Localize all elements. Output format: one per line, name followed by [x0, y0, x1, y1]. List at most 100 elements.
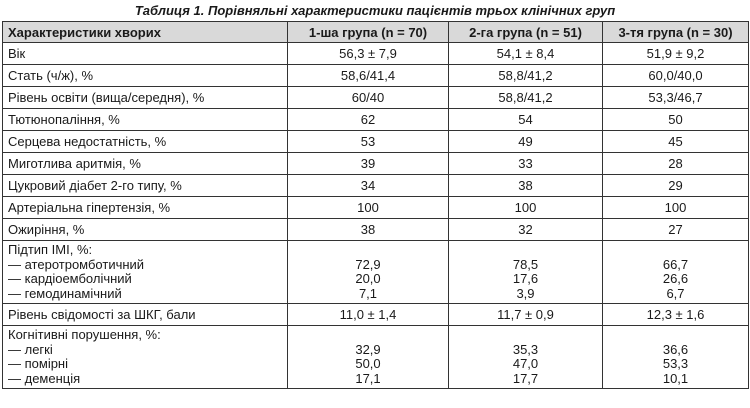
group-3-cell: 27: [602, 218, 749, 241]
table-title: Таблиця 1. Порівняльні характеристики па…: [134, 3, 616, 18]
group-3-cell: 29: [602, 174, 749, 197]
cell-value: 49: [518, 134, 533, 149]
row-label-cell: Рівень свідомості за ШКГ, бали: [2, 303, 288, 326]
row-label: — атеротромботичний: [8, 256, 145, 272]
row-label: — легкі: [8, 341, 53, 357]
group-2-cell: 100: [448, 196, 603, 219]
cell-value: 54: [518, 112, 533, 127]
group-1-cell: 34: [287, 174, 449, 197]
row-label: — деменція: [8, 370, 81, 386]
cell-value: 11,7 ± 0,9: [497, 307, 554, 322]
cell-value: 38: [360, 222, 376, 237]
group-2-cell: 58,8/41,2: [448, 86, 603, 109]
row-label: Підтип ІМІ, %:: [8, 242, 93, 257]
cell-value: 78,5: [512, 256, 539, 272]
cell-value: ​: [293, 328, 443, 343]
row-label-cell: Вік: [2, 42, 288, 65]
row-label: Миготлива аритмія, %: [8, 156, 141, 171]
cell-value: 62: [360, 112, 376, 127]
group-2-cell: 11,7 ± 0,9: [448, 303, 603, 326]
row-label: — гемодинамічний: [8, 285, 122, 301]
group-3-cell: 53,3/46,7: [602, 86, 749, 109]
table-row: Когнітивні порушення, %: — легкі — помірні…: [2, 325, 749, 389]
row-label: Вік: [8, 46, 26, 61]
row-label: Когнітивні порушення, %:: [8, 327, 161, 342]
row-label-cell: Серцева недостатність, %: [2, 130, 288, 153]
cell-value: ​: [454, 243, 597, 258]
group-1-cell: 62: [287, 108, 449, 131]
group-2-cell: 54: [448, 108, 603, 131]
table-row: Підтип ІМІ, %: — атеротромботичний — карді…: [2, 240, 749, 304]
cell-value: 50: [668, 112, 683, 127]
group-2-cell: 58,8/41,2: [448, 64, 603, 87]
row-label-cell: Артеріальна гіпертензія, %: [2, 196, 288, 219]
row-label-cell: Стать (ч/ж), %: [2, 64, 288, 87]
group-1-cell: 58,6/41,4: [287, 64, 449, 87]
header-group-1: 1-ша група (n = 70): [287, 21, 449, 43]
group-2-cell: 32: [448, 218, 603, 241]
group-1-cell: 38: [287, 218, 449, 241]
row-label-cell: Рівень освіти (вища/середня), %: [2, 86, 288, 109]
cell-value: 20,0: [355, 271, 381, 286]
group-1-cell: 60/40: [287, 86, 449, 109]
cell-value: 58,6/41,4: [340, 68, 396, 83]
cell-value: 60/40: [351, 90, 385, 105]
cell-value: 27: [668, 222, 683, 237]
cell-value: 36,6: [662, 341, 689, 357]
table-row: Вік 56,3 ± 7,9 54,1 ± 8,4 51,9 ± 9,2: [2, 42, 749, 65]
header-group-2: 2-га група (n = 51): [448, 21, 603, 43]
comparison-table: Характеристики хворих 1-ша група (n = 70…: [2, 21, 749, 389]
group-3-cell: 60,0/40,0: [602, 64, 749, 87]
cell-value: 12,3 ± 1,6: [646, 307, 705, 322]
group-3-cell: ​36,653,310,1: [602, 325, 749, 389]
table-row: Артеріальна гіпертензія, % 100 100 100: [2, 196, 749, 219]
group-1-cell: 11,0 ± 1,4: [287, 303, 449, 326]
row-label: Цукровий діабет 2-го типу, %: [8, 178, 182, 193]
group-3-cell: 12,3 ± 1,6: [602, 303, 749, 326]
table-row: Тютюнопаління, % 62 54 50: [2, 108, 749, 131]
cell-value: 100: [357, 200, 379, 215]
table-row: Серцева недостатність, % 53 49 45: [2, 130, 749, 153]
cell-value: 50,0: [355, 356, 381, 371]
cell-value: 3,9: [516, 285, 535, 301]
cell-value: ​: [293, 243, 443, 258]
group-1-cell: ​32,950,017,1: [287, 325, 449, 389]
cell-value: 38: [518, 178, 533, 193]
cell-value: 17,1: [355, 370, 381, 386]
row-label: Артеріальна гіпертензія, %: [8, 200, 171, 215]
cell-value: 100: [514, 200, 537, 215]
cell-value: 11,0 ± 1,4: [339, 307, 397, 322]
cell-value: 32,9: [355, 341, 381, 357]
header-group-3: 3-тя група (n = 30): [602, 21, 749, 43]
table-row: Ожиріння, % 38 32 27: [2, 218, 749, 241]
cell-value: 53: [360, 134, 376, 149]
cell-value: 58,8/41,2: [498, 90, 553, 105]
row-label-cell: Ожиріння, %: [2, 218, 288, 241]
group-3-cell: 100: [602, 196, 749, 219]
row-label: Рівень освіти (вища/середня), %: [8, 90, 205, 105]
table-row: Цукровий діабет 2-го типу, % 34 38 29: [2, 174, 749, 197]
row-label: Стать (ч/ж), %: [8, 68, 94, 83]
cell-value: 17,6: [512, 271, 539, 286]
cell-value: 39: [360, 156, 376, 171]
cell-value: 53,3/46,7: [648, 90, 703, 105]
row-label-cell: Цукровий діабет 2-го типу, %: [2, 174, 288, 197]
row-label: — помірні: [8, 356, 69, 371]
table-row: Рівень освіти (вища/середня), % 60/40 58,8…: [2, 86, 749, 109]
group-2-cell: 49: [448, 130, 603, 153]
cell-value: 66,7: [662, 256, 689, 272]
cell-value: 32: [518, 222, 533, 237]
cell-value: 10,1: [662, 370, 689, 386]
group-1-cell: 39: [287, 152, 449, 175]
cell-value: 45: [668, 134, 683, 149]
row-label: Тютюнопаління, %: [8, 112, 120, 127]
cell-value: 26,6: [662, 271, 689, 286]
group-3-cell: 51,9 ± 9,2: [602, 42, 749, 65]
cell-value: 29: [668, 178, 683, 193]
group-3-cell: 50: [602, 108, 749, 131]
group-1-cell: 53: [287, 130, 449, 153]
group-1-cell: 100: [287, 196, 449, 219]
group-2-cell: ​78,517,63,9: [448, 240, 603, 304]
row-label: Рівень свідомості за ШКГ, бали: [8, 307, 196, 322]
cell-value: 28: [668, 156, 683, 171]
